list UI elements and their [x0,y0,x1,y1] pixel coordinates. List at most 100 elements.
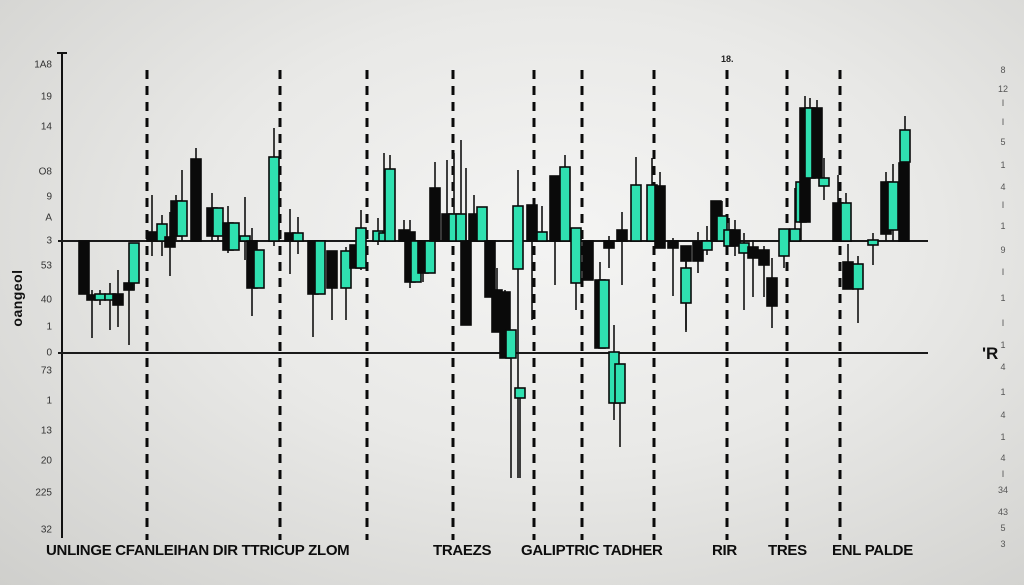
right-tick-label: 9 [1000,245,1006,255]
candle [701,226,713,255]
candle [630,157,642,242]
y-tick-label: 3 [46,235,52,247]
candle [738,233,750,310]
y-tick-label: 19 [40,91,52,103]
candle [455,140,467,242]
right-tick-label: 4 [1000,362,1006,372]
y-tick-label: 0 [46,347,52,359]
candle [484,240,496,298]
right-tick-label: 1 [1000,221,1006,231]
x-category-label: TRES [768,542,807,559]
y-tick-label: 20 [40,455,52,467]
candle [603,236,615,268]
right-tick-label: I [1001,267,1005,277]
dashed-separators [145,70,842,540]
candle [326,250,338,320]
candle [212,207,224,241]
candle [429,162,441,242]
candle [164,212,176,276]
candle [840,193,852,242]
candle [667,238,679,296]
x-category-label: GALIPTRIC TADHER [521,542,663,559]
y-tick-label: 1A8 [34,59,52,71]
y-tick-label: A [45,212,52,224]
right-tick-label: 12 [997,84,1008,94]
right-tick-label: 1 [1000,387,1006,397]
candle [505,329,517,478]
y-tick-label: 9 [46,191,52,203]
right-tick-label: 5 [1000,523,1006,533]
candle [852,256,864,323]
candle [598,279,610,349]
candle [424,240,436,274]
candle [460,168,472,326]
y-tick-label: 40 [40,294,52,306]
right-tick-label: I [1001,200,1005,210]
candle [239,197,251,260]
y-tick-label: 1 [46,321,52,333]
candle [384,155,396,242]
candle [899,116,911,163]
right-tick-label: 3 [1000,539,1006,549]
y-tick-label: 53 [40,260,52,272]
candle [789,188,801,242]
right-tick-label: 34 [997,485,1008,495]
candle [570,227,582,310]
candle [112,270,124,327]
candle [355,210,367,270]
candle [156,215,168,256]
candle [680,260,692,330]
candle [549,175,561,285]
y-tick-label: 32 [40,524,52,536]
y-tick-label: 14 [40,121,52,133]
y-tick-label: 1 [46,395,52,407]
candle [654,172,666,249]
x-category-label: ENL PALDE [832,542,913,559]
right-tick-label: 4 [1000,453,1006,463]
right-tick-label: 1 [1000,432,1006,442]
candle [692,232,704,273]
right-tick-label: 8 [1000,65,1006,75]
candle [898,162,910,242]
x-category-label: UNLINGE CFANLEIHAN DIR TTRICUP ZLOM [46,542,350,559]
candles [78,96,911,478]
y-axis-title: oangeol [9,269,25,327]
right-tick-label: 5 [1000,137,1006,147]
candle [559,155,571,242]
candle [716,201,728,242]
candle [340,247,352,320]
right-tick-label: 1 [1000,293,1006,303]
candle [514,387,526,478]
right-tick-label: I [1001,117,1005,127]
candle [78,240,90,295]
candle [811,100,823,179]
candle [526,204,538,320]
candle [104,283,116,330]
candle [499,290,511,359]
y-tick-label: 73 [40,365,52,377]
candle [887,164,899,241]
right-tick-label: 4 [1000,410,1006,420]
candle [128,242,140,290]
candle [729,220,741,256]
candle [94,290,106,305]
right-tick-label: 1 [1000,160,1006,170]
x-category-label: TRAEZS [433,542,492,559]
candle [190,148,202,242]
candle [758,246,770,297]
candle [747,240,759,297]
candle [842,244,854,290]
y-tick-label: O8 [38,166,52,178]
candle [228,222,240,251]
candle [616,212,628,285]
candle [536,206,548,242]
candle [582,240,594,281]
right-tick-label: I [1001,469,1005,479]
candle [123,280,135,345]
x-category-label: RIR [712,542,737,559]
right-axis-label: 'R [982,344,999,363]
candle [476,206,488,242]
top-annotation: 18. [721,54,734,64]
right-tick-label: I [1001,318,1005,328]
